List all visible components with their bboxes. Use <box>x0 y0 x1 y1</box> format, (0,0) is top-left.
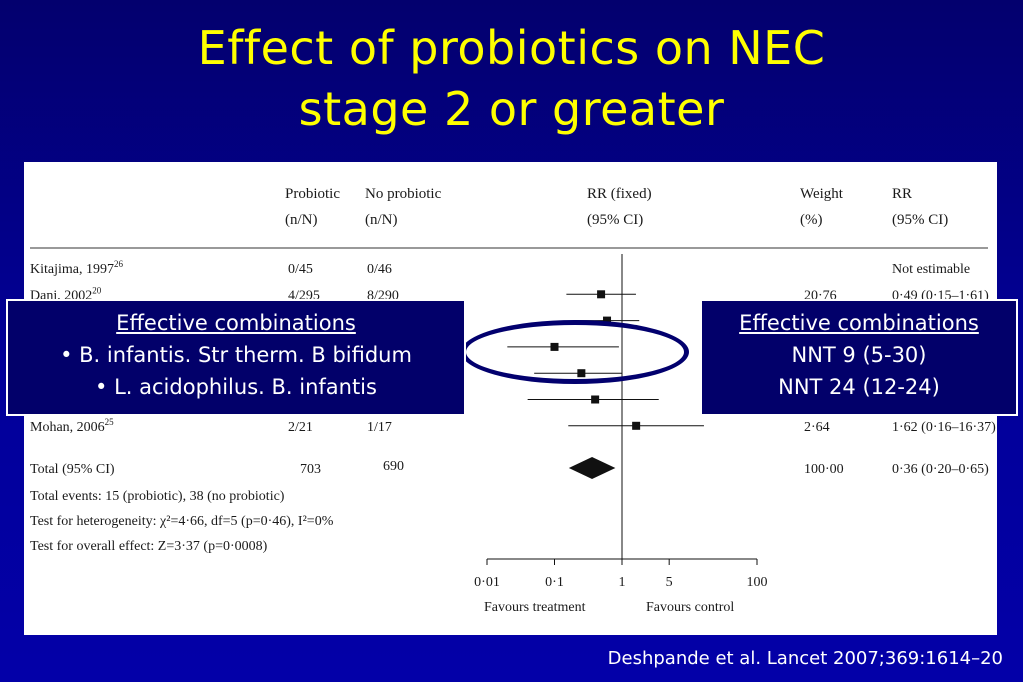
x-axis-tick-label: 5 <box>666 575 673 590</box>
study-probiotic: 2/21 <box>288 420 313 435</box>
study-rr: 1·62 (0·16–16·37) <box>892 420 996 435</box>
study-ref: 20 <box>92 285 102 295</box>
highlight-ellipse <box>461 320 689 384</box>
total-no-probiotic: 690 <box>383 459 404 474</box>
study-no-probiotic: 0/46 <box>367 262 392 277</box>
total-rr: 0·36 (0·20–0·65) <box>892 462 989 477</box>
study-ref: 25 <box>105 417 115 427</box>
total-diamond <box>568 457 616 479</box>
x-axis-tick-label: 100 <box>747 575 768 590</box>
x-label-favours-treatment: Favours treatment <box>484 600 586 615</box>
study-point <box>591 395 600 404</box>
header-rr-fixed: RR (fixed) <box>587 186 652 202</box>
study-name: Kitajima, 199726 <box>30 259 124 277</box>
header-weight: Weight <box>800 186 844 202</box>
study-rr: Not estimable <box>892 262 970 277</box>
total-probiotic: 703 <box>300 462 321 477</box>
summary-heterogeneity: Test for heterogeneity: χ²=4·66, df=5 (p… <box>30 514 334 529</box>
header-no-probiotic-sub: (n/N) <box>365 212 398 228</box>
summary-total-events: Total events: 15 (probiotic), 38 (no pro… <box>30 489 285 504</box>
x-axis-tick-label: 1 <box>619 575 626 590</box>
study-probiotic: 0/45 <box>288 262 313 277</box>
callout-right-heading: Effective combinations <box>739 311 979 335</box>
slide-title-line2: stage 2 or greater <box>298 82 725 136</box>
callout-left-line2: • L. acidophilus. B. infantis <box>95 375 377 399</box>
study-ref: 26 <box>114 259 124 269</box>
header-no-probiotic: No probiotic <box>365 186 442 202</box>
study-weight: 2·64 <box>804 420 830 435</box>
slide-title-line1: Effect of probiotics on NEC <box>197 21 826 75</box>
header-probiotic-sub: (n/N) <box>285 212 318 228</box>
total-label: Total (95% CI) <box>30 462 115 477</box>
study-name: Mohan, 200625 <box>30 417 114 435</box>
callout-left-heading: Effective combinations <box>116 311 356 335</box>
callout-left-line1: • B. infantis. Str therm. B bifidum <box>60 343 412 367</box>
header-probiotic: Probiotic <box>285 186 340 202</box>
x-axis-tick-label: 0·01 <box>474 575 500 590</box>
citation: Deshpande et al. Lancet 2007;369:1614–20 <box>607 648 1003 669</box>
x-label-favours-control: Favours control <box>646 600 734 615</box>
total-weight: 100·00 <box>804 462 844 477</box>
header-rr: RR <box>892 186 912 202</box>
study-point <box>597 290 606 299</box>
callout-left: Effective combinations • B. infantis. St… <box>6 299 466 416</box>
header-rr-fixed-sub: (95% CI) <box>587 212 643 228</box>
header-rr-sub: (95% CI) <box>892 212 948 228</box>
x-axis-tick-label: 0·1 <box>545 575 564 590</box>
callout-right-line1: NNT 9 (5-30) <box>791 343 927 367</box>
callout-right: Effective combinations NNT 9 (5-30) NNT … <box>700 299 1018 416</box>
study-point <box>632 421 641 430</box>
study-name: Dani, 200220 <box>30 285 102 303</box>
callout-right-line2: NNT 24 (12-24) <box>778 375 940 399</box>
summary-overall-effect: Test for overall effect: Z=3·37 (p=0·000… <box>30 539 268 554</box>
header-weight-sub: (%) <box>800 212 823 228</box>
study-no-probiotic: 1/17 <box>367 420 392 435</box>
